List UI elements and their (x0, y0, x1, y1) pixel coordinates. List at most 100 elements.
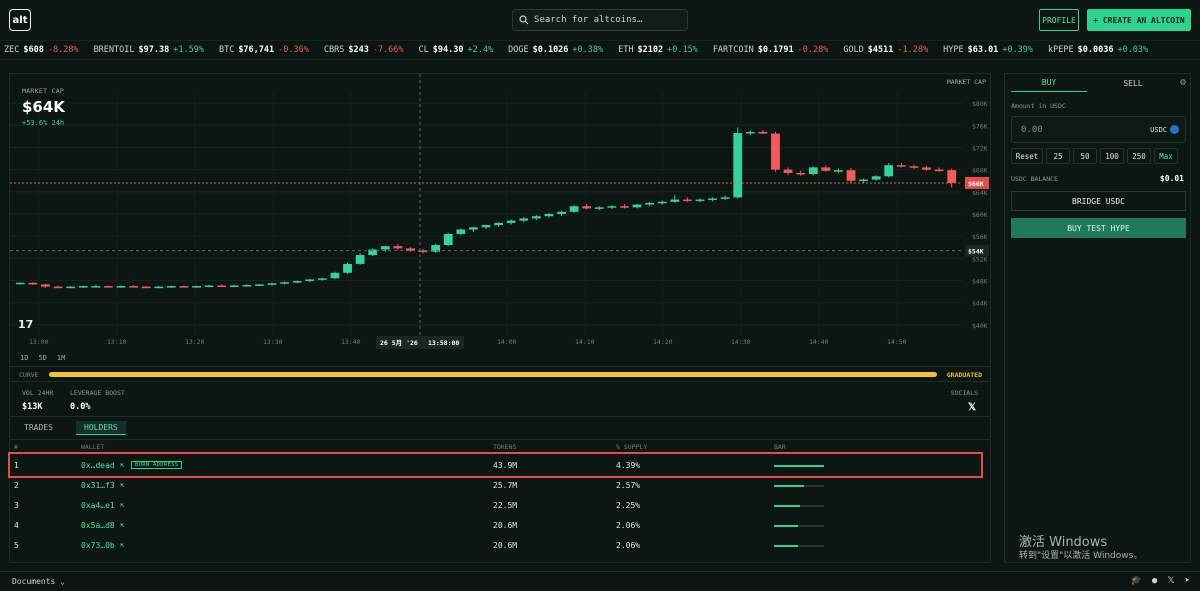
profile-button[interactable]: PROFILE (1039, 9, 1079, 31)
amount-100-button[interactable]: 100 (1100, 148, 1124, 164)
ticker-symbol: GOLD (843, 45, 864, 55)
wallet-link[interactable]: 0x31…f3 (81, 481, 115, 490)
candle-body (330, 272, 340, 279)
range-5d[interactable]: 5D (38, 354, 47, 362)
search-box[interactable]: Search for altcoins… (512, 9, 688, 31)
ticker-symbol: CL (418, 45, 429, 55)
supply-cell: 2.06% (616, 521, 641, 530)
buy-test-hype-button[interactable]: BUY TEST HYPE (1011, 218, 1186, 238)
tab-trades[interactable]: TRADES (24, 423, 53, 432)
ticker-change: +2.4% (467, 45, 494, 55)
search-icon (519, 15, 529, 25)
app-logo[interactable]: alt (9, 9, 31, 31)
candle-body (242, 284, 252, 287)
amount-250-button[interactable]: 250 (1127, 148, 1151, 164)
x-tick-label: 14:10 (575, 338, 595, 346)
external-link-icon: ⇱ (120, 481, 125, 489)
telegram-icon[interactable]: ➤ (1184, 576, 1190, 586)
wallet-link[interactable]: 0x5a…d8 (81, 521, 115, 530)
ticker-item[interactable]: HYPE $63.01 +0.39% (943, 45, 1033, 55)
max-button[interactable]: Max (1154, 148, 1178, 164)
wallet-link[interactable]: 0x…dead (81, 461, 115, 470)
crosshair-time-label: 13:58:00 (428, 339, 459, 347)
candle-body (909, 166, 919, 168)
tradingview-logo[interactable]: 17 (18, 318, 34, 331)
ticker-price: $2102 (637, 45, 664, 55)
table-row[interactable]: 1 0x…dead ⇱ BURN ADDRESS 43.9M 4.39% (10, 455, 990, 475)
ticker-item[interactable]: FARTCOIN $0.1791 -0.28% (713, 45, 829, 55)
candle-body (406, 248, 415, 251)
ticker-price: $63.01 (967, 45, 999, 55)
socials-label: SOCIALS (950, 389, 978, 397)
gear-icon[interactable]: ⚙ (1179, 77, 1186, 88)
candle-body (506, 220, 516, 223)
ticker-symbol: DOGE (508, 45, 529, 55)
x-tick-label: 14:50 (887, 338, 907, 346)
buy-sell-tabs: BUY SELL ⚙ (1011, 74, 1186, 92)
amount-25-button[interactable]: 25 (1046, 148, 1070, 164)
candle-body (758, 131, 768, 134)
tab-holders[interactable]: HOLDERS (76, 421, 126, 435)
candle-body (393, 246, 403, 249)
x-icon[interactable]: 𝕏 (1167, 576, 1175, 586)
candle-body (582, 206, 592, 209)
supply-bar-fill (774, 525, 798, 527)
col-rank: # (14, 443, 18, 451)
table-row[interactable]: 5 0x73…0b ⇱ 20.6M 2.06% (10, 535, 990, 555)
windows-activation-hint: 转到"设置"以激活 Windows。 (1019, 551, 1143, 561)
balance-value: $0.01 (1159, 174, 1184, 183)
github-icon[interactable]: ● (1151, 576, 1158, 586)
candlestick-chart[interactable]: $80K $76K $72K $68K $64K $60K $56K $52K $48K $44K… (10, 74, 990, 351)
table-row[interactable]: 2 0x31…f3 ⇱ 25.7M 2.57% (10, 475, 990, 495)
amount-value[interactable]: 0.00 (1021, 125, 1043, 135)
ticker-item[interactable]: CBRS $243 -7.66% (324, 45, 404, 55)
candle-body (368, 249, 378, 256)
create-altcoin-button[interactable]: + CREATE AN ALTCOIN (1087, 9, 1191, 31)
market-cap-change: +53.6% 24h (22, 119, 65, 127)
candle-body (469, 227, 478, 230)
amount-50-button[interactable]: 50 (1073, 148, 1097, 164)
candle-body (15, 282, 25, 285)
ticker-item[interactable]: BRENTOIL $97.38 +1.59% (94, 45, 204, 55)
bridge-usdc-button[interactable]: BRIDGE USDC (1011, 191, 1186, 211)
candle-body (141, 286, 151, 289)
supply-cell: 4.39% (616, 461, 641, 470)
ticker-item[interactable]: BTC $76,741 -0.36% (219, 45, 309, 55)
ticker-item[interactable]: kPEPE $0.0036 +0.03% (1048, 45, 1148, 55)
candle-body (607, 206, 617, 208)
chart-area[interactable]: $80K $76K $72K $68K $64K $60K $56K $52K $48K $44K… (10, 74, 990, 351)
ticker-change: -1.28% (897, 45, 929, 55)
ticker-item[interactable]: CL $94.30 +2.4% (419, 45, 494, 55)
supply-bar (774, 545, 824, 547)
ticker-item[interactable]: GOLD $4511 -1.28% (843, 45, 928, 55)
table-row[interactable]: 3 0xa4…e1 ⇱ 22.5M 2.25% (10, 495, 990, 515)
ticker-item[interactable]: ETH $2102 +0.15% (618, 45, 698, 55)
x-tick-label: 13:00 (29, 338, 49, 346)
ticker-item[interactable]: ZEC $608 -8.28% (4, 45, 79, 55)
burn-address-badge: BURN ADDRESS (131, 461, 183, 469)
wallet-link[interactable]: 0x73…0b (81, 541, 115, 550)
y-tick-label: $68K (972, 167, 988, 175)
buy-tab[interactable]: BUY (1011, 74, 1087, 92)
documents-menu[interactable]: Documents ⌄ (12, 577, 65, 586)
range-1d[interactable]: 1D (20, 354, 29, 362)
candle-body (255, 284, 264, 286)
amount-input[interactable]: 0.00 USDC (1011, 116, 1186, 143)
x-tick-label: 14:20 (653, 338, 673, 346)
ticker-item[interactable]: DOGE $0.1026 +0.38% (508, 45, 603, 55)
candle-body (217, 285, 227, 288)
sell-tab[interactable]: SELL (1123, 78, 1143, 88)
candle-body (481, 225, 491, 228)
currency-label: USDC (1150, 126, 1167, 134)
x-social-icon[interactable]: 𝕏 (967, 402, 976, 413)
range-1m[interactable]: 1M (56, 354, 66, 362)
ticker-change: -0.36% (278, 45, 309, 55)
x-tick-label: 13:30 (263, 338, 283, 346)
graduation-icon[interactable]: 🎓 (1130, 576, 1142, 586)
table-row[interactable]: 4 0x5a…d8 ⇱ 20.6M 2.06% (10, 515, 990, 535)
tokens-cell: 43.9M (493, 461, 518, 470)
candle-body (179, 286, 189, 288)
reset-button[interactable]: Reset (1011, 148, 1043, 164)
footer: Documents ⌄ 🎓 ● 𝕏 ➤ (0, 571, 1200, 591)
wallet-link[interactable]: 0xa4…e1 (81, 501, 115, 510)
